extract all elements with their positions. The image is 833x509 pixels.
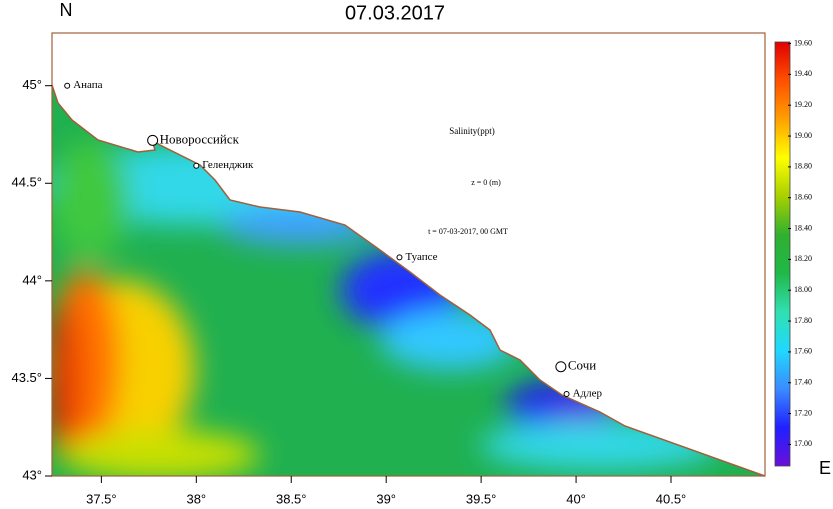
colorbar-tick-label: 19.00 — [794, 131, 812, 140]
colorbar-tick-label: 17.00 — [794, 439, 812, 448]
city-label: Адлер — [573, 388, 603, 400]
colorbar-tick-label: 18.00 — [794, 285, 812, 294]
colorbar-tick-label: 17.80 — [794, 316, 812, 325]
map-frame — [51, 32, 766, 477]
salinity-field — [52, 85, 765, 476]
x-tick-label: 39.5° — [466, 491, 497, 506]
colorbar-tick-label: 18.80 — [794, 162, 812, 171]
annotation: z = 0 (m) — [471, 178, 501, 187]
annotation: t = 07-03-2017, 00 GMT — [428, 227, 508, 236]
colorbar-tick-label: 17.20 — [794, 408, 812, 417]
colorbar-tick-label: 19.40 — [794, 69, 812, 78]
colorbar-tick-label: 17.60 — [794, 347, 812, 356]
city-label: Анапа — [73, 79, 102, 91]
y-tick-label: 45° — [22, 77, 42, 92]
annotation: Salinity(ppt) — [449, 126, 495, 136]
x-tick-label: 39° — [376, 491, 396, 506]
city-marker — [64, 82, 71, 89]
city-marker — [193, 162, 200, 169]
y-tick-label: 44.5° — [11, 175, 42, 190]
north-label: N — [60, 0, 73, 20]
y-tick-label: 44° — [22, 272, 42, 287]
x-tick-label: 40.5° — [656, 491, 687, 506]
x-tick-label: 38.5° — [276, 491, 307, 506]
city-label: Новороссийск — [160, 131, 240, 146]
city-marker — [555, 361, 567, 373]
colorbar-tick-label: 17.40 — [794, 378, 812, 387]
x-tick-label: 38° — [186, 491, 206, 506]
x-tick-label: 37.5° — [86, 491, 117, 506]
colorbar-tick-label: 18.40 — [794, 223, 812, 232]
city-label: Туапсе — [405, 251, 437, 263]
x-tick-label: 40° — [566, 491, 586, 506]
city-marker — [396, 254, 403, 261]
colorbar-tick-label: 18.60 — [794, 193, 812, 202]
coastline — [51, 84, 766, 477]
colorbar-tick-label: 19.20 — [794, 100, 812, 109]
city-label: Геленджик — [202, 159, 254, 171]
y-tick-label: 43.5° — [11, 370, 42, 385]
east-label: E — [819, 458, 831, 478]
y-tick-label: 43° — [22, 467, 42, 482]
city-marker — [563, 391, 570, 398]
colorbar-tick-label: 18.20 — [794, 254, 812, 263]
colorbar — [774, 41, 791, 467]
city-marker — [147, 134, 159, 146]
chart-title: 07.03.2017 — [345, 2, 445, 24]
city-label: Сочи — [568, 358, 596, 373]
colorbar-tick-label: 19.60 — [794, 38, 812, 47]
